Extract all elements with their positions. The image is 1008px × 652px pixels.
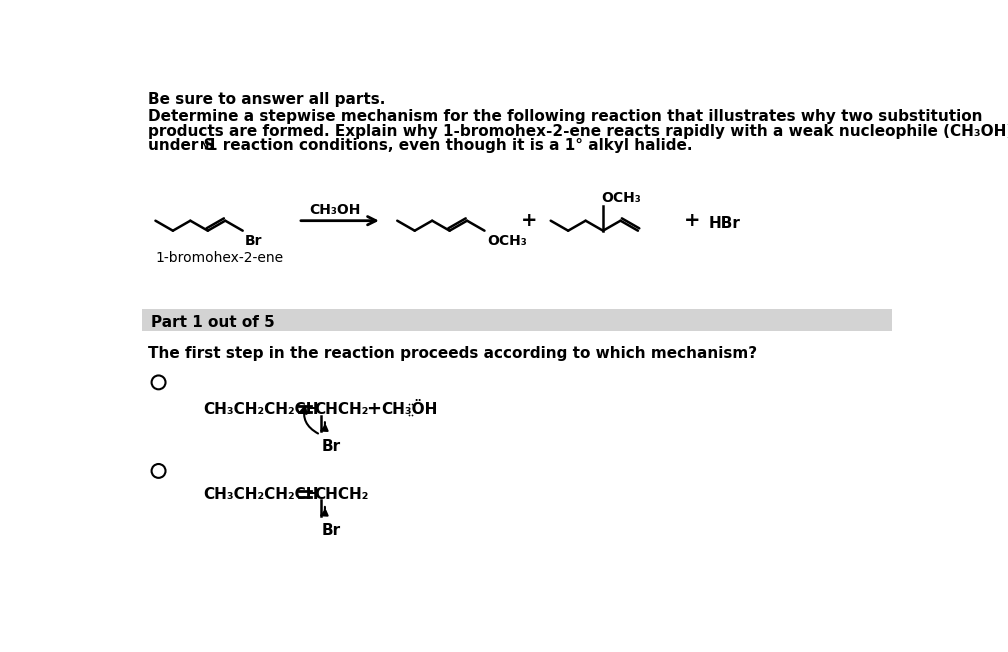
Text: Br: Br [323, 524, 341, 539]
Text: Part 1 out of 5: Part 1 out of 5 [151, 316, 274, 331]
Text: Determine a stepwise mechanism for the following reaction that illustrates why t: Determine a stepwise mechanism for the f… [148, 109, 982, 124]
Text: N: N [200, 141, 209, 151]
Text: CH₃CH₂CH₂CH: CH₃CH₂CH₂CH [204, 486, 319, 501]
Bar [141, 309, 892, 331]
Text: OCH₃: OCH₃ [487, 234, 526, 248]
Text: The first step in the reaction proceeds according to which mechanism?: The first step in the reaction proceeds … [148, 346, 757, 361]
Text: HBr: HBr [709, 216, 741, 231]
FancyArrowPatch shape [322, 422, 328, 431]
FancyArrowPatch shape [300, 407, 319, 434]
Text: +: + [366, 400, 381, 419]
Text: CH₃CH₂CH₂CH: CH₃CH₂CH₂CH [204, 402, 319, 417]
Text: +: + [683, 211, 700, 230]
Text: OCH₃: OCH₃ [602, 190, 641, 205]
Text: CHCH₂: CHCH₂ [314, 486, 369, 501]
Text: 1 reaction conditions, even though it is a 1° alkyl halide.: 1 reaction conditions, even though it is… [207, 138, 692, 153]
Text: Be sure to answer all parts.: Be sure to answer all parts. [148, 92, 385, 107]
Text: under S: under S [148, 138, 215, 153]
Text: products are formed. Explain why 1-bromohex-2-ene reacts rapidly with a weak nuc: products are formed. Explain why 1-bromo… [148, 124, 1008, 139]
Text: 1-bromohex-2-ene: 1-bromohex-2-ene [155, 252, 283, 265]
Text: Br: Br [245, 234, 262, 248]
Text: Br: Br [323, 439, 341, 454]
FancyArrowPatch shape [322, 507, 328, 516]
Text: CH₃ÖH: CH₃ÖH [382, 402, 438, 417]
Text: +: + [521, 211, 537, 230]
Text: CHCH₂: CHCH₂ [314, 402, 369, 417]
Text: CH₃OH: CH₃OH [309, 203, 361, 217]
